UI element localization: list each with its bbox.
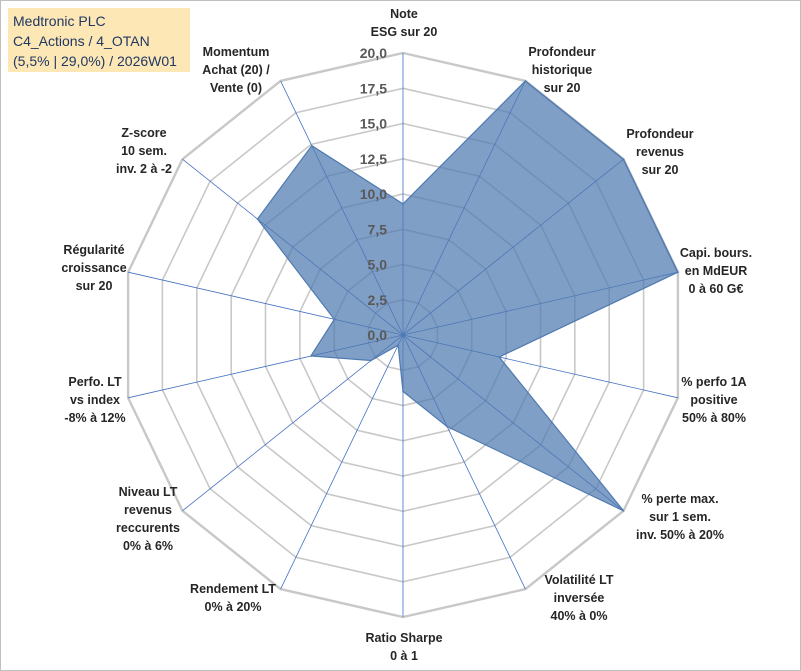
data-point: [622, 510, 625, 512]
axis-label-line: % perfo 1A: [681, 375, 746, 389]
axis-label-line: historique: [532, 63, 592, 77]
axis-label-line: revenus: [124, 503, 172, 517]
tick-label: 2,5: [368, 292, 388, 308]
data-point: [524, 80, 527, 82]
axis-label: Volatilité LT inversée 40% à 0%: [545, 573, 614, 623]
data-point: [256, 218, 259, 220]
tick-label: 12,5: [360, 151, 387, 167]
axis-label: Capi. bours. en MdEUR 0 à 60 G€: [680, 246, 752, 296]
data-point: [311, 144, 313, 147]
data-point: [397, 344, 399, 347]
axis-label: % perte max. sur 1 sem. inv. 50% à 20%: [636, 492, 724, 542]
data-point: [370, 359, 372, 362]
axis-label: Régularité croissance sur 20: [61, 243, 126, 293]
data-point: [310, 355, 312, 357]
axis-label-line: inv. 50% à 20%: [636, 528, 724, 542]
axis-label-line: Profondeur: [626, 127, 693, 141]
axis-label-line: Achat (20) /: [202, 63, 270, 77]
axis-label-line: 0% à 6%: [123, 539, 173, 553]
axis-spoke: [182, 334, 404, 512]
tick-label: 15,0: [360, 116, 387, 132]
data-point: [677, 271, 679, 274]
axis-label-line: Rendement LT: [190, 582, 276, 596]
axis-label-line: Capi. bours.: [680, 246, 752, 260]
axis-label-line: inv. 2 à -2: [116, 162, 172, 176]
axis-label-line: Vente (0): [210, 81, 262, 95]
data-point: [402, 203, 404, 205]
tick-label: 5,0: [368, 257, 388, 273]
axis-label: Rendement LT 0% à 20%: [190, 582, 276, 614]
axis-label-line: 50% à 80%: [682, 411, 746, 425]
axis-label-line: inversée: [554, 591, 605, 605]
data-point: [498, 356, 501, 358]
axis-label-line: 0 à 60 G€: [689, 282, 744, 296]
axis-label: % perfo 1A positive 50% à 80%: [681, 375, 746, 425]
axis-label: Note ESG sur 20: [371, 7, 438, 39]
axis-label-line: Z-score: [121, 126, 166, 140]
chart-title-box: Medtronic PLC C4_Actions / 4_OTAN (5,5% …: [8, 8, 190, 72]
tick-label: 7,5: [368, 221, 388, 237]
axis-label-line: en MdEUR: [685, 264, 748, 278]
axis-label-line: vs index: [70, 393, 120, 407]
title-line-category: C4_Actions / 4_OTAN: [13, 33, 150, 49]
axis-label-line: 0 à 1: [390, 649, 418, 663]
axis-label-line: -8% à 12%: [64, 411, 125, 425]
axis-label-line: ESG sur 20: [371, 25, 438, 39]
axis-label-line: revenus: [636, 145, 684, 159]
axis-label-line: sur 1 sem.: [649, 510, 711, 524]
axis-label-line: Perfo. LT: [68, 375, 122, 389]
axis-label: Profondeur historique sur 20: [528, 45, 595, 95]
radar-axis-labels: Note ESG sur 20 Profondeur historique sur 20…: [61, 7, 752, 663]
axis-label: Z-score 10 sem. inv. 2 à -2: [116, 126, 172, 176]
tick-label: 0,0: [368, 327, 388, 343]
data-point: [446, 425, 448, 428]
data-point: [622, 158, 625, 160]
title-line-company: Medtronic PLC: [13, 13, 106, 29]
axis-label-line: Niveau LT: [119, 485, 178, 499]
axis-label-line: % perte max.: [641, 492, 718, 506]
radar-tick-labels: 0,0 2,5 5,0 7,5 10,0 12,5 15,0 17,5 20,0: [360, 45, 387, 343]
axis-label-line: Ratio Sharpe: [365, 631, 442, 645]
data-point: [333, 318, 336, 321]
tick-label: 20,0: [360, 45, 387, 61]
axis-label-line: croissance: [61, 261, 126, 275]
axis-label-line: Volatilité LT: [545, 573, 614, 587]
series-area: [256, 80, 679, 512]
tick-label: 17,5: [360, 80, 387, 96]
axis-label-line: 10 sem.: [121, 144, 167, 158]
axis-label: Ratio Sharpe 0 à 1: [365, 631, 442, 663]
axis-label: Momentum Achat (20) / Vente (0): [202, 45, 270, 95]
axis-label-line: Note: [390, 7, 418, 21]
radar-series: [256, 80, 679, 512]
axis-label-line: 0% à 20%: [205, 600, 262, 614]
axis-label-line: sur 20: [544, 81, 581, 95]
data-point: [402, 390, 404, 393]
axis-label-line: 40% à 0%: [551, 609, 608, 623]
axis-label: Perfo. LT vs index -8% à 12%: [64, 375, 125, 425]
axis-label-line: reccurents: [116, 521, 180, 535]
axis-label-line: positive: [690, 393, 737, 407]
axis-label: Niveau LT revenus reccurents 0% à 6%: [116, 485, 180, 553]
title-line-stats: (5,5% | 29,0%) / 2026W01: [13, 53, 177, 69]
axis-label: Profondeur revenus sur 20: [626, 127, 693, 177]
tick-label: 10,0: [360, 186, 387, 202]
axis-label-line: Profondeur: [528, 45, 595, 59]
axis-label-line: sur 20: [76, 279, 113, 293]
axis-label-line: Régularité: [63, 243, 124, 257]
axis-spoke: [280, 334, 404, 590]
axis-label-line: Momentum: [203, 45, 270, 59]
axis-label-line: sur 20: [642, 163, 679, 177]
